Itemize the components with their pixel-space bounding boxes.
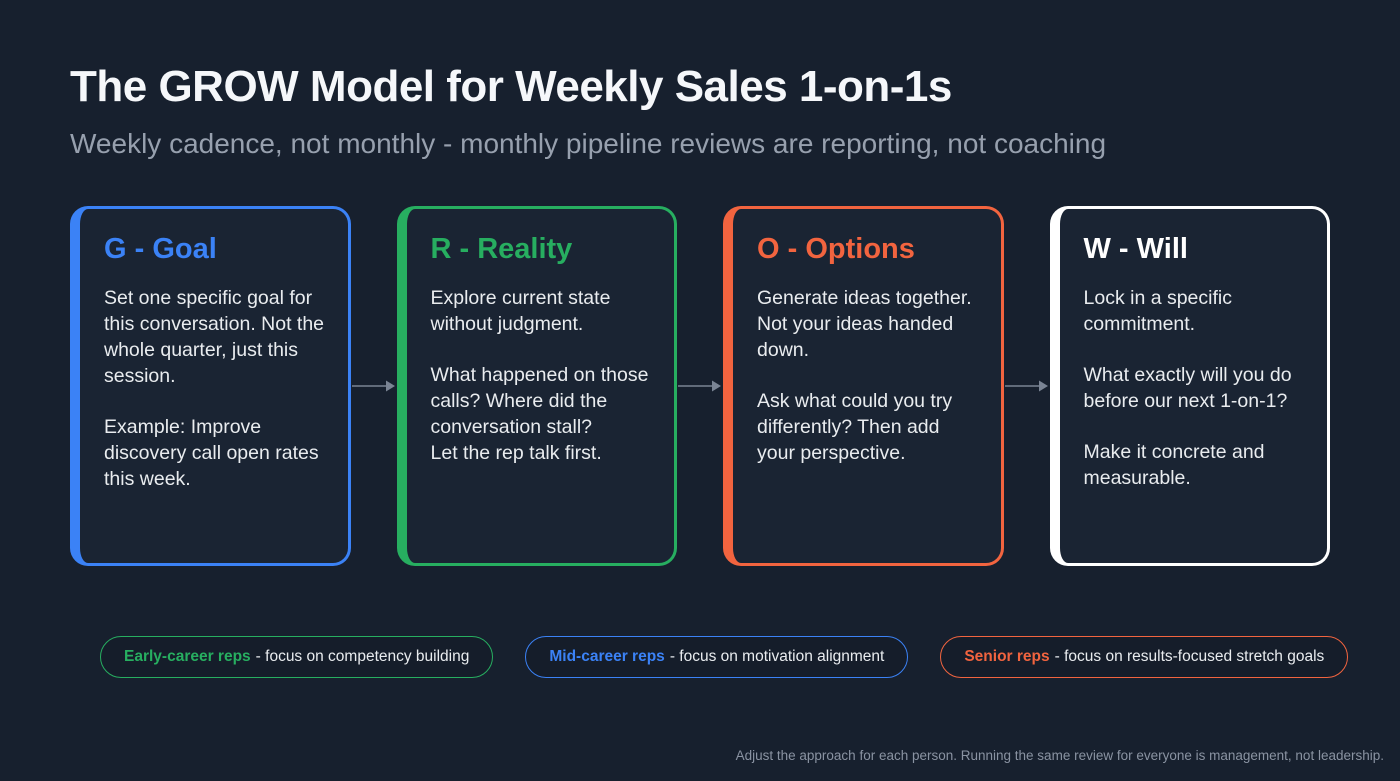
audience-badges-row: Early-career reps - focus on competency …	[0, 636, 1400, 678]
arrow-right-icon	[677, 206, 723, 566]
card-will-paragraph: What exactly will you do before our next…	[1083, 363, 1292, 412]
badge-label: Mid-career reps	[549, 648, 665, 665]
arrow-right-icon	[1004, 206, 1050, 566]
card-options-paragraph: Generate ideas together. Not your ideas …	[757, 287, 972, 361]
badge-mid-career-reps: Mid-career reps - focus on motivation al…	[525, 636, 909, 678]
badge-label: Early-career reps	[124, 648, 251, 665]
page-title: The GROW Model for Weekly Sales 1-on-1s	[70, 62, 952, 111]
badge-early-career-reps: Early-career reps - focus on competency …	[100, 636, 494, 678]
card-will-paragraph: Make it concrete and measurable.	[1083, 440, 1265, 489]
card-will-title: W - Will	[1083, 233, 1188, 265]
card-options-title: O - Options	[757, 233, 915, 265]
badge-text: - focus on motivation alignment	[669, 648, 885, 665]
card-will-paragraph: Lock in a specific commitment.	[1083, 287, 1233, 335]
page-subtitle: Weekly cadence, not monthly - monthly pi…	[70, 128, 1107, 159]
footer-note: Adjust the approach for each person. Run…	[735, 748, 1384, 763]
badge-text: - focus on competency building	[255, 648, 470, 665]
card-reality-paragraph: Explore current state without judgment.	[430, 287, 611, 335]
arrow-right-icon	[351, 206, 397, 566]
card-options-paragraph: Ask what could you try differently? Then…	[757, 389, 953, 464]
card-goal-paragraph: Set one specific goal for this conversat…	[104, 287, 325, 387]
badge-senior-reps: Senior reps - focus on results-focused s…	[940, 636, 1349, 678]
card-reality-paragraph: What happened on those calls? Where did …	[430, 363, 649, 464]
badge-label: Senior reps	[964, 648, 1050, 665]
card-options: O - Options Generate ideas together. Not…	[723, 206, 1004, 566]
card-goal: G - Goal Set one specific goal for this …	[70, 206, 351, 566]
badge-text: - focus on results-focused stretch goals	[1054, 648, 1325, 665]
header: The GROW Model for Weekly Sales 1-on-1s …	[0, 0, 1400, 160]
card-reality: R - Reality Explore current state withou…	[396, 206, 677, 566]
card-goal-title: G - Goal	[104, 233, 217, 265]
card-reality-title: R - Reality	[430, 233, 573, 265]
card-goal-paragraph: Example: Improve discovery call open rat…	[104, 415, 319, 490]
card-will: W - Will Lock in a specific commitment. …	[1049, 206, 1330, 566]
grow-cards-row: G - Goal Set one specific goal for this …	[0, 206, 1400, 566]
